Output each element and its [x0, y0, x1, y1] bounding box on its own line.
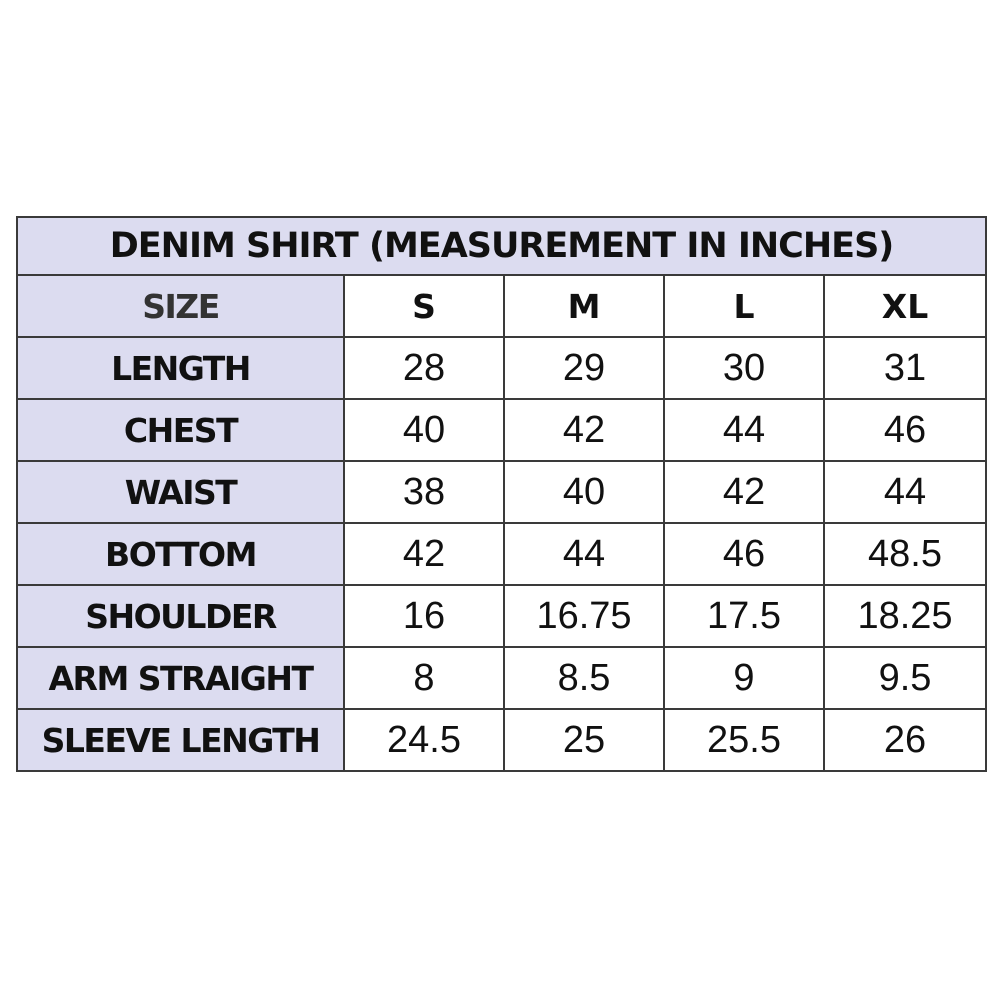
measurement-cell: 46	[663, 522, 825, 586]
size-xl: XL	[822, 274, 988, 338]
row-label: WAIST	[16, 460, 345, 524]
table-row: SHOULDER 16 16.75 17.5 18.25	[16, 584, 988, 648]
size-chart-table: DENIM SHIRT (MEASUREMENT IN INCHES) SIZE…	[15, 216, 988, 772]
size-label: SIZE	[16, 274, 345, 338]
measurement-cell: 26	[822, 708, 988, 772]
measurement-cell: 31	[822, 336, 988, 400]
table-row: SLEEVE LENGTH 24.5 25 25.5 26	[16, 708, 988, 772]
measurement-cell: 48.5	[822, 522, 988, 586]
size-m: M	[503, 274, 665, 338]
table-row: WAIST 38 40 42 44	[16, 460, 988, 524]
measurement-cell: 18.25	[822, 584, 988, 648]
measurement-cell: 44	[503, 522, 665, 586]
measurement-cell: 42	[663, 460, 825, 524]
row-label: SLEEVE LENGTH	[16, 708, 345, 772]
measurement-cell: 17.5	[663, 584, 825, 648]
measurement-cell: 28	[343, 336, 505, 400]
measurement-cell: 46	[822, 398, 988, 462]
row-label: ARM STRAIGHT	[16, 646, 345, 710]
measurement-cell: 25	[503, 708, 665, 772]
measurement-cell: 8.5	[503, 646, 665, 710]
measurement-cell: 24.5	[343, 708, 505, 772]
measurement-cell: 44	[663, 398, 825, 462]
table-row: LENGTH 28 29 30 31	[16, 336, 988, 400]
measurement-cell: 42	[503, 398, 665, 462]
header-row: SIZE S M L XL	[16, 274, 988, 338]
table-row: ARM STRAIGHT 8 8.5 9 9.5	[16, 646, 988, 710]
row-label: SHOULDER	[16, 584, 345, 648]
size-l: L	[663, 274, 825, 338]
measurement-cell: 16	[343, 584, 505, 648]
measurement-cell: 40	[503, 460, 665, 524]
measurement-cell: 16.75	[503, 584, 665, 648]
table-title: DENIM SHIRT (MEASUREMENT IN INCHES)	[15, 216, 988, 276]
measurement-cell: 8	[343, 646, 505, 710]
measurement-cell: 25.5	[663, 708, 825, 772]
row-label: LENGTH	[16, 336, 345, 400]
measurement-cell: 38	[343, 460, 505, 524]
measurement-cell: 42	[343, 522, 505, 586]
measurement-cell: 9	[663, 646, 825, 710]
row-label: CHEST	[16, 398, 345, 462]
size-s: S	[343, 274, 505, 338]
row-label: BOTTOM	[16, 522, 345, 586]
measurement-cell: 44	[822, 460, 988, 524]
measurement-cell: 9.5	[822, 646, 988, 710]
measurement-cell: 29	[503, 336, 665, 400]
table-row: CHEST 40 42 44 46	[16, 398, 988, 462]
table-row: BOTTOM 42 44 46 48.5	[16, 522, 988, 586]
measurement-cell: 40	[343, 398, 505, 462]
measurement-cell: 30	[663, 336, 825, 400]
